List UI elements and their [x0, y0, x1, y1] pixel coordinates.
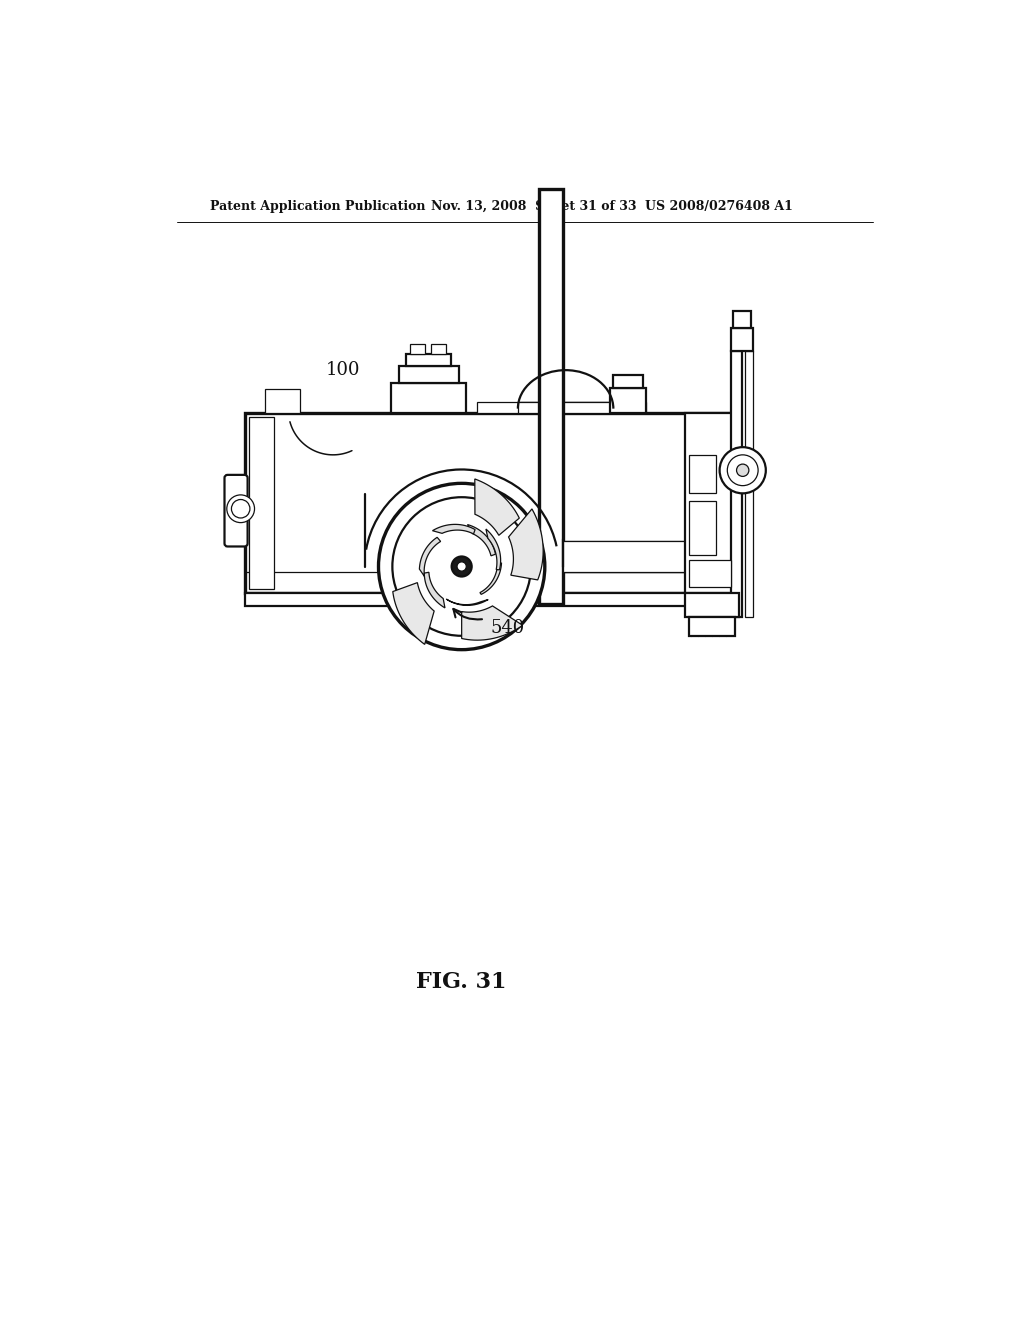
Bar: [245, 412, 728, 594]
Circle shape: [392, 498, 531, 636]
Text: US 2008/0276408 A1: US 2008/0276408 A1: [645, 199, 793, 213]
Polygon shape: [446, 599, 488, 606]
Bar: [245, 594, 728, 606]
Text: FIG. 31: FIG. 31: [417, 972, 507, 994]
Bar: [391, 383, 466, 412]
Bar: [689, 502, 716, 554]
Bar: [689, 616, 735, 636]
Bar: [731, 351, 742, 616]
Circle shape: [379, 483, 545, 649]
Bar: [609, 388, 646, 412]
Polygon shape: [432, 524, 475, 533]
Circle shape: [226, 495, 255, 523]
Polygon shape: [420, 537, 440, 577]
Bar: [613, 375, 643, 388]
FancyBboxPatch shape: [224, 475, 248, 546]
Bar: [249, 417, 273, 589]
Polygon shape: [480, 562, 502, 594]
Text: Nov. 13, 2008  Sheet 31 of 33: Nov. 13, 2008 Sheet 31 of 33: [431, 199, 636, 213]
Bar: [407, 354, 451, 367]
Polygon shape: [468, 524, 496, 556]
Bar: [518, 401, 613, 412]
Bar: [563, 541, 685, 572]
Polygon shape: [393, 582, 434, 644]
Bar: [410, 345, 425, 354]
Polygon shape: [424, 573, 445, 609]
Bar: [731, 327, 753, 351]
Circle shape: [231, 499, 250, 517]
Circle shape: [720, 447, 766, 494]
Bar: [733, 312, 752, 327]
Polygon shape: [462, 606, 522, 640]
Bar: [745, 351, 753, 616]
Bar: [689, 455, 716, 494]
Bar: [685, 412, 735, 594]
Bar: [685, 594, 739, 616]
Bar: [431, 345, 446, 354]
Bar: [265, 389, 300, 412]
Bar: [539, 189, 563, 605]
Text: 100: 100: [326, 362, 359, 379]
Bar: [477, 401, 646, 412]
Circle shape: [457, 562, 466, 572]
Circle shape: [727, 455, 758, 486]
Text: 540: 540: [490, 619, 525, 638]
Circle shape: [452, 557, 472, 577]
Polygon shape: [475, 479, 519, 536]
Polygon shape: [509, 510, 543, 579]
Text: Patent Application Publication: Patent Application Publication: [210, 199, 425, 213]
Bar: [689, 561, 731, 587]
Polygon shape: [486, 529, 501, 570]
Bar: [398, 366, 459, 383]
Circle shape: [736, 465, 749, 477]
